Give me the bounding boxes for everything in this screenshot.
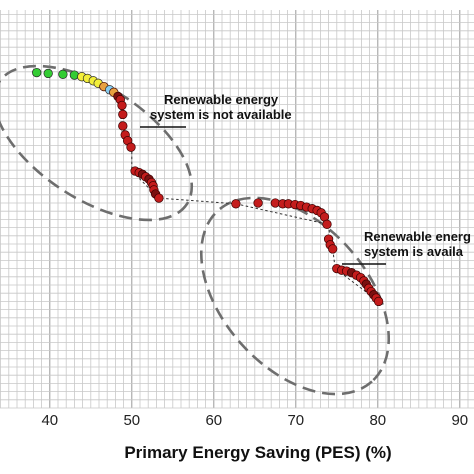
- x-tick-label: 40: [41, 412, 58, 429]
- x-tick-labels: 40 50 60 70 80 90: [41, 412, 468, 429]
- data-point: [126, 142, 136, 152]
- region-ellipse-not-available: [0, 64, 194, 222]
- x-tick-label: 70: [287, 412, 304, 429]
- region-ellipses: [0, 64, 391, 396]
- x-axis-title: Primary Energy Saving (PES) (%): [124, 443, 391, 462]
- region-ellipse-available: [199, 196, 391, 396]
- data-point: [118, 121, 128, 131]
- data-point: [328, 244, 338, 254]
- data-point: [58, 69, 68, 79]
- x-tick-label: 60: [205, 412, 222, 429]
- data-point: [117, 100, 127, 111]
- data-point: [322, 219, 332, 229]
- data-point: [253, 198, 263, 208]
- x-tick-label: 90: [451, 412, 468, 429]
- data-point: [32, 67, 42, 78]
- annotation-not-available-line-2: system is not available: [150, 107, 292, 122]
- chart-grid: [0, 10, 474, 409]
- data-point: [373, 296, 384, 307]
- annotation-not-available-line-1: Renewable energy: [164, 92, 279, 107]
- data-point: [231, 199, 241, 209]
- data-point: [154, 193, 164, 203]
- x-tick-label: 80: [369, 412, 386, 429]
- x-tick-label: 50: [123, 412, 140, 429]
- annotation-available-line-1: Renewable energ: [364, 229, 471, 244]
- data-point: [43, 68, 53, 79]
- data-points: [32, 67, 384, 307]
- data-point: [118, 109, 128, 120]
- annotation-available-line-2: system is availa: [364, 244, 464, 259]
